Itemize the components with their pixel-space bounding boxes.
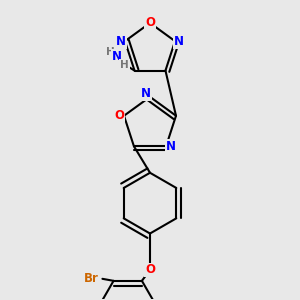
Text: N: N [112, 50, 122, 63]
Text: N: N [141, 87, 151, 100]
Text: O: O [114, 109, 124, 122]
Text: N: N [166, 140, 176, 153]
Text: O: O [145, 16, 155, 29]
Text: H: H [120, 59, 129, 70]
Text: N: N [116, 34, 126, 48]
Text: N: N [174, 34, 184, 48]
Text: Br: Br [84, 272, 99, 285]
Text: O: O [145, 263, 155, 277]
Text: H: H [106, 47, 115, 57]
